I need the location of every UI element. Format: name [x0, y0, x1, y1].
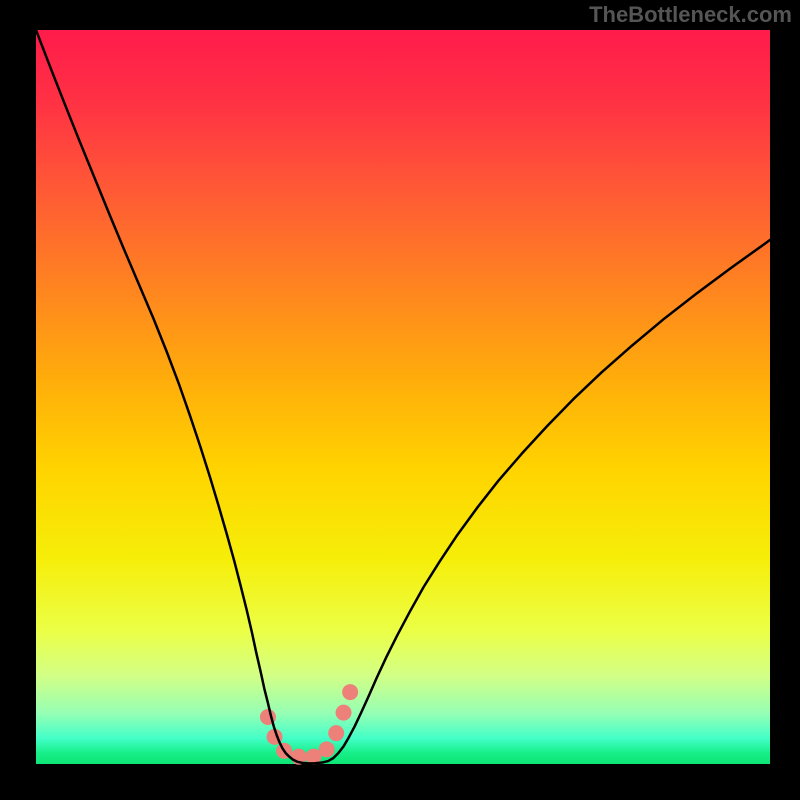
watermark-text: TheBottleneck.com: [589, 2, 792, 28]
curve-path: [36, 30, 770, 763]
bottleneck-curve: [36, 30, 770, 764]
curve-marker: [328, 725, 344, 741]
curve-marker: [342, 684, 358, 700]
figure-outer: TheBottleneck.com: [0, 0, 800, 800]
curve-marker: [319, 741, 335, 757]
curve-marker: [336, 705, 352, 721]
plot-area: [36, 30, 770, 764]
